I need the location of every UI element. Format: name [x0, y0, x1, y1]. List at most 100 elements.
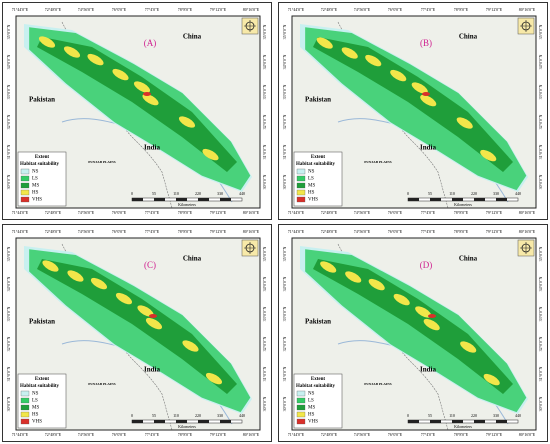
longitude-label: 80°16'0"E	[243, 229, 260, 234]
latitude-label: 31°0'0"N	[262, 366, 267, 381]
latitude-label: 35°0'0"N	[538, 24, 543, 39]
scale-segment	[408, 420, 419, 423]
legend-title: Extent	[311, 155, 326, 160]
scale-label: 0	[131, 413, 133, 418]
place-label: PUNJAB PLAINS	[364, 382, 392, 386]
latitude-label: 35°0'0"N	[6, 246, 11, 261]
scale-label: 110	[173, 191, 179, 196]
legend-label: NS	[32, 170, 39, 175]
latitude-label: 30°0'0"N	[6, 396, 11, 411]
scale-label: 55	[152, 191, 156, 196]
scale-label: 110	[449, 413, 455, 418]
legend-title: Extent	[311, 377, 326, 382]
longitude-label: 74°56'0"E	[78, 229, 95, 234]
habitat-vhs	[422, 92, 430, 96]
latitude-label: 34°0'0"N	[6, 276, 11, 291]
longitude-label: 74°56'0"E	[354, 432, 371, 437]
legend-subtitle: Habitat suitability	[20, 162, 60, 167]
latitude-label: 31°0'0"N	[262, 144, 267, 159]
scale-label: 330	[493, 413, 499, 418]
scale-segment	[154, 420, 165, 423]
place-label: PUNJAB PLAINS	[88, 160, 116, 164]
legend-title: Extent	[35, 155, 50, 160]
legend-swatch	[20, 418, 30, 425]
longitude-label: 71°44'0"E	[12, 210, 29, 215]
place-label: China	[183, 33, 202, 41]
scale-segment	[474, 198, 485, 201]
scale-segment	[496, 198, 507, 201]
latitude-label: 31°0'0"N	[282, 366, 287, 381]
legend-swatch	[20, 196, 30, 203]
longitude-label: 76°0'0"E	[112, 210, 127, 215]
scale-label: 220	[471, 413, 477, 418]
longitude-label: 72°48'0"E	[45, 210, 62, 215]
legend-label: NS	[32, 392, 39, 397]
legend-label: VHS	[32, 198, 42, 203]
longitude-label: 79°12'0"E	[210, 7, 227, 12]
latitude-label: 31°0'0"N	[538, 366, 543, 381]
latitude-label: 33°0'0"N	[6, 84, 11, 99]
scale-segment	[408, 198, 419, 201]
scale-label: 0	[407, 191, 409, 196]
longitude-label: 76°0'0"E	[388, 7, 403, 12]
legend-swatch	[20, 397, 30, 404]
legend-swatch	[20, 189, 30, 196]
legend-label: LS	[32, 399, 38, 404]
north-arrow-cross	[520, 242, 532, 254]
legend-label: MS	[308, 184, 315, 189]
latitude-label: 32°0'0"N	[262, 114, 267, 129]
longitude-label: 72°48'0"E	[321, 432, 338, 437]
latitude-label: 31°0'0"N	[6, 144, 11, 159]
habitat-hs	[112, 68, 129, 81]
map-panel: (A) China Pakistan India PUNJAB PLAINS 71°44'…	[2, 2, 272, 220]
legend-label: MS	[32, 184, 39, 189]
habitat-hs	[133, 81, 151, 93]
legend-swatch	[20, 175, 30, 182]
place-label: China	[459, 255, 478, 263]
habitat-hs	[142, 93, 159, 106]
scale-unit: Kilometers	[454, 424, 472, 429]
panel-label: (A)	[144, 38, 157, 48]
scale-label: 440	[239, 413, 245, 418]
scale-label: 440	[239, 191, 245, 196]
longitude-label: 77°4'0"E	[421, 229, 436, 234]
scale-segment	[430, 198, 441, 201]
habitat-hs	[390, 69, 407, 82]
latitude-label: 30°0'0"N	[282, 396, 287, 411]
legend-label: NS	[308, 392, 315, 397]
longitude-label: 77°4'0"E	[145, 432, 160, 437]
legend-swatch	[20, 404, 30, 411]
latitude-label: 34°0'0"N	[282, 54, 287, 69]
legend-swatch	[296, 390, 306, 397]
latitude-label: 31°0'0"N	[6, 366, 11, 381]
habitat-hs	[178, 116, 196, 128]
habitat-hs	[480, 149, 497, 162]
longitude-label: 71°44'0"E	[12, 7, 29, 12]
habitat-hs	[316, 37, 333, 49]
longitude-label: 72°48'0"E	[321, 229, 338, 234]
longitude-label: 78°8'0"E	[454, 7, 469, 12]
latitude-label: 33°0'0"N	[282, 84, 287, 99]
longitude-label: 79°12'0"E	[486, 229, 503, 234]
latitude-label: 32°0'0"N	[6, 114, 11, 129]
latitude-label: 33°0'0"N	[6, 306, 11, 321]
longitude-label: 78°8'0"E	[178, 210, 193, 215]
latitude-label: 35°0'0"N	[262, 246, 267, 261]
latitude-label: 35°0'0"N	[538, 246, 543, 261]
habitat-hs	[115, 292, 133, 305]
latitude-label: 30°0'0"N	[282, 174, 287, 189]
legend-label: HS	[32, 413, 39, 418]
latitude-label: 32°0'0"N	[538, 336, 543, 351]
scale-segment	[430, 420, 441, 423]
longitude-label: 78°8'0"E	[178, 7, 193, 12]
latitude-label: 33°0'0"N	[538, 84, 543, 99]
north-arrow-cross	[520, 20, 532, 32]
legend-label: NS	[308, 170, 315, 175]
longitude-label: 79°12'0"E	[486, 432, 503, 437]
latitude-label: 33°0'0"N	[262, 306, 267, 321]
latitude-label: 30°0'0"N	[6, 174, 11, 189]
longitude-label: 77°4'0"E	[145, 7, 160, 12]
longitude-label: 72°48'0"E	[45, 229, 62, 234]
place-label: China	[183, 255, 202, 263]
legend-swatch	[20, 168, 30, 175]
